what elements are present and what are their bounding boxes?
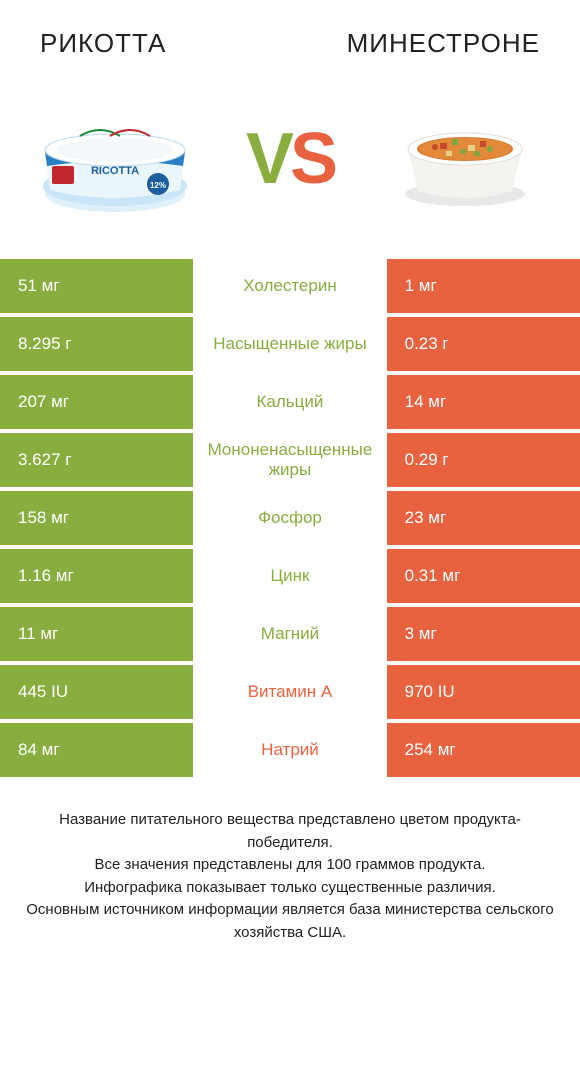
nutrient-label-cell: Фосфор	[193, 491, 386, 545]
right-product-title: МИНЕСТРОНЕ	[347, 28, 540, 59]
right-value-cell: 3 мг	[387, 607, 580, 661]
svg-text:12%: 12%	[150, 181, 166, 190]
right-value-cell: 14 мг	[387, 375, 580, 429]
product-images-row: RICOTTA 12% VS	[0, 69, 580, 259]
left-value-cell: 3.627 г	[0, 433, 193, 487]
right-value-cell: 0.29 г	[387, 433, 580, 487]
footnote-line: Название питательного вещества представл…	[20, 809, 560, 854]
right-value-cell: 970 IU	[387, 665, 580, 719]
table-row: 207 мгКальций14 мг	[0, 375, 580, 429]
vs-letter-v: V	[246, 119, 290, 199]
comparison-table: 51 мгХолестерин1 мг8.295 гНасыщенные жир…	[0, 259, 580, 777]
table-row: 158 мгФосфор23 мг	[0, 491, 580, 545]
left-value-cell: 51 мг	[0, 259, 193, 313]
nutrient-label-cell: Насыщенные жиры	[193, 317, 386, 371]
footnote-line: Все значения представлены для 100 граммо…	[20, 854, 560, 877]
left-value-cell: 8.295 г	[0, 317, 193, 371]
left-value-cell: 11 мг	[0, 607, 193, 661]
nutrient-label-cell: Кальций	[193, 375, 386, 429]
right-value-cell: 23 мг	[387, 491, 580, 545]
nutrient-label-cell: Магний	[193, 607, 386, 661]
table-row: 8.295 гНасыщенные жиры0.23 г	[0, 317, 580, 371]
table-row: 84 мгНатрий254 мг	[0, 723, 580, 777]
table-row: 445 IUВитамин A970 IU	[0, 665, 580, 719]
left-value-cell: 84 мг	[0, 723, 193, 777]
nutrient-label-cell: Натрий	[193, 723, 386, 777]
nutrient-label-cell: Холестерин	[193, 259, 386, 313]
footnote-line: Инфографика показывает только существенн…	[20, 877, 560, 900]
svg-text:RICOTTA: RICOTTA	[91, 165, 139, 177]
nutrient-label-cell: Мононенасыщенные жиры	[193, 433, 386, 487]
table-row: 11 мгМагний3 мг	[0, 607, 580, 661]
nutrient-label-cell: Витамин A	[193, 665, 386, 719]
left-product-title: РИКОТТА	[40, 28, 166, 59]
right-value-cell: 254 мг	[387, 723, 580, 777]
footnote-text: Название питательного вещества представл…	[0, 781, 580, 944]
ricotta-image: RICOTTA 12%	[30, 89, 200, 229]
right-value-cell: 1 мг	[387, 259, 580, 313]
left-value-cell: 1.16 мг	[0, 549, 193, 603]
left-value-cell: 158 мг	[0, 491, 193, 545]
left-value-cell: 445 IU	[0, 665, 193, 719]
table-row: 3.627 гМононенасыщенные жиры0.29 г	[0, 433, 580, 487]
table-row: 51 мгХолестерин1 мг	[0, 259, 580, 313]
footnote-line: Основным источником информации является …	[20, 899, 560, 944]
nutrient-label-cell: Цинк	[193, 549, 386, 603]
right-value-cell: 0.31 мг	[387, 549, 580, 603]
header: РИКОТТА МИНЕСТРОНЕ	[0, 0, 580, 69]
table-row: 1.16 мгЦинк0.31 мг	[0, 549, 580, 603]
minestrone-image	[380, 89, 550, 229]
right-value-cell: 0.23 г	[387, 317, 580, 371]
vs-letter-s: S	[290, 119, 334, 199]
vs-badge: VS	[246, 118, 334, 200]
left-value-cell: 207 мг	[0, 375, 193, 429]
